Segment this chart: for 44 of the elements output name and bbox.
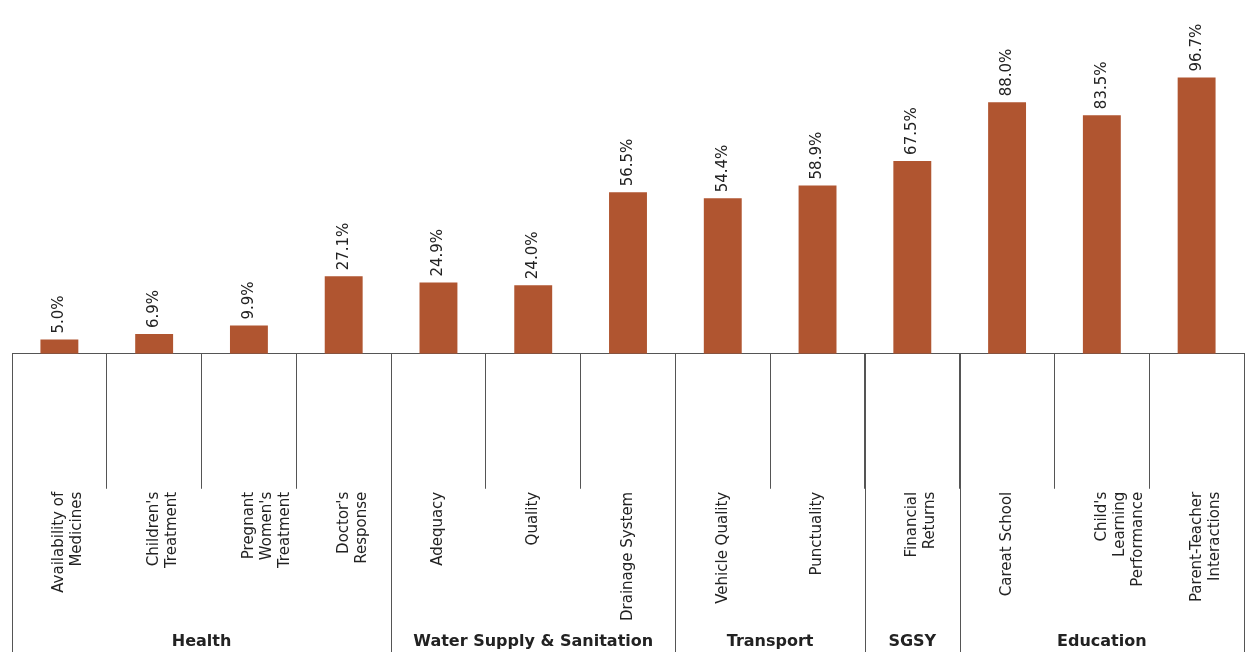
x-tick-label: Drainage System — [617, 491, 636, 622]
bar — [703, 198, 742, 354]
bar — [324, 276, 363, 354]
text: Education — [1057, 631, 1147, 651]
x-tick-label: Careat School — [996, 491, 1015, 597]
x-tick-label: Vehicle Quality — [712, 491, 731, 604]
bar — [609, 192, 647, 354]
data-label: 83.5% — [1091, 61, 1110, 110]
bar — [135, 334, 174, 354]
x-tick-label: Adequacy — [428, 491, 447, 566]
x-tick-label: Quality — [523, 491, 542, 546]
bar — [988, 102, 1027, 354]
x-tick-label: Children's Treatment — [144, 491, 181, 570]
data-label: 67.5% — [902, 107, 921, 155]
data-label: 27.1% — [333, 222, 352, 271]
data-label: 24.9% — [428, 228, 447, 277]
text: SGSY — [888, 631, 937, 651]
text: Health — [171, 631, 232, 651]
bar — [40, 339, 79, 354]
bar — [798, 185, 837, 354]
x-tick-label: Punctuality — [807, 491, 826, 576]
data-label: 56.5% — [617, 138, 636, 187]
text: Water Supply & Sanitation — [413, 631, 654, 651]
data-label: 54.4% — [712, 144, 731, 193]
bar — [514, 285, 553, 354]
data-label: 5.0% — [49, 295, 68, 334]
bar — [229, 325, 268, 354]
bar — [893, 160, 932, 354]
x-tick-label: Child's Learning Performance — [1091, 491, 1146, 587]
text: Transport — [726, 631, 814, 651]
x-tick-label: Pregnant Women's Treatment — [238, 491, 293, 570]
x-tick-label: Parent-Teacher Interactions — [1186, 490, 1223, 603]
x-tick-label: Financial Returns — [902, 491, 939, 558]
data-label: 96.7% — [1186, 23, 1205, 72]
data-label: 6.9% — [144, 289, 163, 329]
x-tick-label: Availability of Medicines — [49, 491, 86, 593]
data-label: 88.0% — [996, 48, 1015, 97]
bar — [1082, 115, 1121, 354]
data-label: 58.9% — [807, 131, 826, 180]
x-tick-label: Doctor's Response — [333, 491, 370, 564]
data-label: 9.9% — [238, 281, 257, 320]
bar — [419, 282, 458, 354]
data-label: 24.0% — [523, 231, 542, 280]
bar — [1177, 77, 1216, 354]
